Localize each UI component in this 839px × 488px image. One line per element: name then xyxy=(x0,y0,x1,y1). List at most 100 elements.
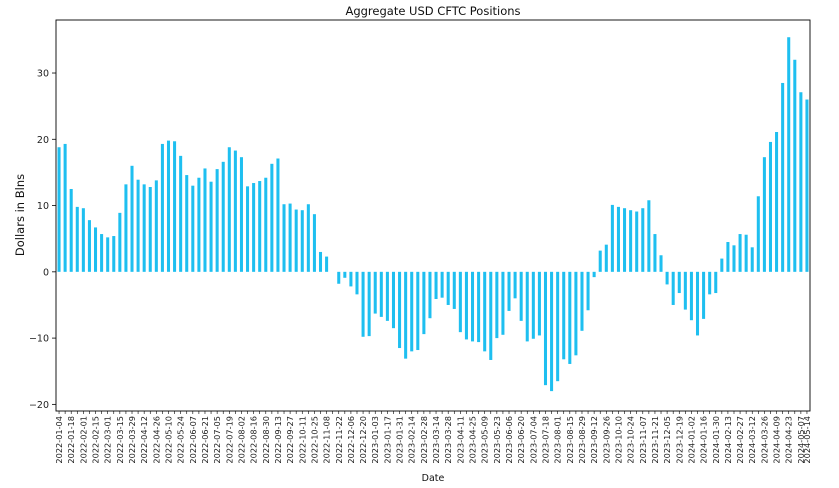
bar-2022-07-05 xyxy=(215,169,219,272)
bar-2022-10-18 xyxy=(306,204,310,272)
bar-2023-06-13 xyxy=(513,271,517,299)
bar-2023-08-15 xyxy=(568,271,572,364)
x-tick-label: 2022-08-30 xyxy=(261,416,271,464)
x-tick-label: 2022-08-16 xyxy=(249,416,259,464)
bar-2022-01-18 xyxy=(69,188,73,272)
bar-2024-01-30 xyxy=(714,271,718,294)
y-tick-label: 30 xyxy=(37,69,49,80)
bar-2022-02-15 xyxy=(94,227,98,272)
bar-2022-08-30 xyxy=(264,177,268,272)
plot-frame xyxy=(55,19,811,412)
bar-2022-09-13 xyxy=(276,158,280,272)
bar-2023-03-14 xyxy=(434,271,438,299)
bar-2022-04-12 xyxy=(142,184,146,272)
x-tick-label: 2023-08-01 xyxy=(553,416,563,464)
x-tick-label: 2023-03-14 xyxy=(431,416,441,464)
x-tick-label: 2023-03-28 xyxy=(443,416,453,464)
x-tick-label: 2024-01-16 xyxy=(699,416,709,464)
bar-2023-10-31 xyxy=(635,211,639,272)
bar-2023-06-27 xyxy=(525,271,529,342)
bar-2023-05-02 xyxy=(477,271,481,343)
bar-2022-08-23 xyxy=(258,181,262,272)
bar-2023-04-25 xyxy=(471,271,475,342)
x-tick-label: 2024-03-26 xyxy=(759,416,769,464)
bar-2023-11-28 xyxy=(659,255,663,272)
bar-2022-05-10 xyxy=(166,140,171,272)
y-tick-label: 10 xyxy=(37,201,49,212)
x-tick-label: 2023-02-14 xyxy=(407,416,417,464)
x-tick-label: 2023-09-26 xyxy=(601,416,611,464)
bar-2023-07-11 xyxy=(537,271,541,336)
bar-2022-09-27 xyxy=(288,203,292,272)
bar-2023-08-22 xyxy=(574,271,578,356)
bar-2022-09-06 xyxy=(270,163,274,272)
x-tick-label: 2023-05-23 xyxy=(492,416,502,464)
bar-2024-01-02 xyxy=(689,271,693,321)
y-tick-label: −10 xyxy=(29,334,49,345)
bar-2022-06-28 xyxy=(209,181,213,272)
bar-2023-07-04 xyxy=(531,271,535,339)
y-tick-label: −20 xyxy=(29,400,49,411)
bar-2023-09-19 xyxy=(598,250,602,272)
x-tick-label: 2022-08-02 xyxy=(236,416,246,464)
bar-2022-02-01 xyxy=(81,208,85,272)
bar-2024-02-06 xyxy=(720,258,724,272)
x-tick-label: 2024-04-23 xyxy=(784,416,794,464)
bar-2023-06-06 xyxy=(507,271,511,311)
bar-2023-01-03 xyxy=(373,271,377,314)
bar-2024-03-05 xyxy=(744,234,748,272)
bar-2024-01-16 xyxy=(702,271,706,319)
bar-2023-07-25 xyxy=(550,271,554,392)
x-tick-label: 2022-05-24 xyxy=(176,416,186,464)
bar-2023-11-14 xyxy=(647,200,651,272)
x-tick-label: 2022-03-29 xyxy=(127,416,137,464)
bar-2023-04-18 xyxy=(464,271,468,340)
bar-2022-03-29 xyxy=(130,165,134,272)
bar-2022-06-21 xyxy=(203,168,207,272)
x-axis: 2022-01-04 2022-01-18 2022-02-01 2022-02-15… xyxy=(54,411,812,464)
bar-2022-01-04 xyxy=(57,147,61,272)
x-tick-label: 2024-01-30 xyxy=(711,416,721,464)
x-tick-label: 2023-04-25 xyxy=(468,416,478,464)
x-tick-label: 2023-01-17 xyxy=(382,416,392,464)
bar-2023-01-10 xyxy=(379,271,383,317)
bar-2022-07-12 xyxy=(221,161,225,272)
bar-2024-01-23 xyxy=(708,271,712,295)
x-tick-label: 2022-04-26 xyxy=(151,416,161,464)
x-tick-label: 2022-04-12 xyxy=(139,416,149,464)
bar-2022-07-26 xyxy=(233,150,237,272)
x-tick-label: 2022-06-07 xyxy=(188,416,198,464)
x-tick-label: 2022-02-01 xyxy=(78,416,88,464)
bar-2022-06-07 xyxy=(191,185,195,272)
bar-2022-05-31 xyxy=(185,175,189,272)
x-tick-label: 2023-07-18 xyxy=(540,416,550,464)
bar-2022-12-06 xyxy=(349,271,353,287)
bar-2022-10-25 xyxy=(312,214,316,272)
bar-2022-03-22 xyxy=(124,184,128,272)
bar-2022-12-13 xyxy=(355,271,359,295)
x-tick-label: 2023-02-28 xyxy=(419,416,429,464)
x-tick-label: 2022-09-13 xyxy=(273,416,283,464)
bar-2023-09-26 xyxy=(604,244,608,272)
x-tick-label: 2023-11-21 xyxy=(650,416,660,464)
bar-2023-03-21 xyxy=(440,271,444,298)
bar-2023-07-18 xyxy=(543,271,548,386)
x-tick-label: 2023-06-06 xyxy=(504,416,514,464)
bar-2022-10-11 xyxy=(300,210,304,272)
bar-2023-08-29 xyxy=(580,271,584,331)
x-tick-label: 2023-01-31 xyxy=(395,416,405,464)
x-tick-label: 2023-10-10 xyxy=(613,416,623,464)
x-tick-label: 2022-01-04 xyxy=(54,416,64,464)
bar-2022-08-09 xyxy=(246,186,250,272)
bar-2023-01-31 xyxy=(398,271,402,349)
bar-2023-12-19 xyxy=(677,271,681,294)
bar-2022-04-19 xyxy=(148,187,152,272)
bar-2024-03-26 xyxy=(762,157,766,272)
x-tick-label: 2023-05-09 xyxy=(480,416,490,464)
bar-2022-10-04 xyxy=(294,209,298,272)
x-tick-label: 2022-11-22 xyxy=(334,416,344,464)
x-tick-label: 2023-12-19 xyxy=(674,416,684,464)
x-tick-label: 2022-09-27 xyxy=(285,416,295,464)
x-tick-label: 2023-12-05 xyxy=(662,416,672,464)
bar-2023-12-05 xyxy=(665,271,669,285)
